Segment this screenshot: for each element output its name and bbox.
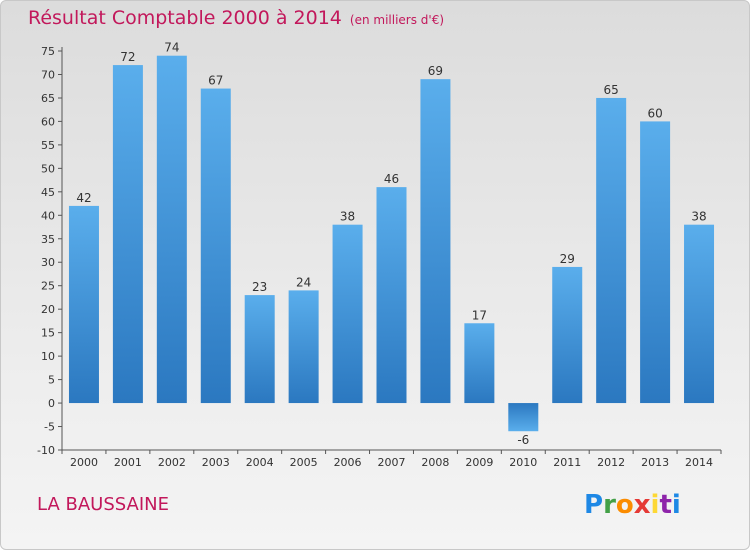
y-tick-label: 15 [41,327,55,340]
x-tick-label: 2007 [378,456,406,469]
y-tick-label: 35 [41,233,55,246]
bars [68,55,715,432]
y-tick-label: 55 [41,139,55,152]
bar-2007 [376,187,407,404]
bar-2010 [508,403,539,432]
y-tick-label: 75 [41,45,55,58]
logo-letter: o [615,490,634,520]
proxiti-logo[interactable]: Proxiti [584,490,681,520]
commune-name: LA BAUSSAINE [37,494,169,515]
x-tick-label: 2013 [641,456,669,469]
y-tick-label: 65 [41,92,55,105]
bar-2004 [244,295,275,404]
data-label: 67 [208,74,223,88]
y-tick-label: 10 [41,350,55,363]
bar-2011 [552,266,583,404]
data-label: 74 [164,41,179,55]
data-label: 46 [384,172,399,186]
data-label: 38 [340,210,355,224]
data-label: 38 [691,210,706,224]
bar-2003 [200,88,231,404]
x-tick-label: 2001 [114,456,142,469]
bar-2008 [420,79,451,404]
x-tick-label: 2008 [421,456,449,469]
y-tick-label: 70 [41,68,55,81]
data-label: 69 [428,64,443,78]
bar-2005 [288,290,319,404]
data-label: 29 [560,252,575,266]
bar-2009 [464,323,495,404]
data-label: 23 [252,280,267,294]
y-tick-label: 40 [41,209,55,222]
y-tick-label: 0 [48,397,55,410]
bar-2014 [684,224,715,404]
logo-letter: t [659,490,672,520]
bar-2002 [156,55,187,404]
chart-subtitle: (en milliers d'€) [349,13,445,27]
logo-letter: i [650,490,660,520]
bar-2013 [640,121,671,404]
x-tick-label: 2006 [334,456,362,469]
data-label: 42 [76,191,91,205]
bar-2006 [332,224,363,404]
x-tick-label: 2012 [597,456,625,469]
x-tick-label: 2009 [465,456,493,469]
y-tick-label: 20 [41,303,55,316]
bar-2012 [596,97,627,404]
x-tick-label: 2003 [202,456,230,469]
data-label: 72 [120,50,135,64]
data-label: -6 [517,433,529,447]
y-tick-label: 60 [41,115,55,128]
x-tick-label: 2014 [685,456,713,469]
x-tick-label: 2011 [553,456,581,469]
y-tick-label: 25 [41,280,55,293]
bar-2000 [68,205,99,404]
logo-letter: x [633,490,651,520]
y-tick-label: 50 [41,162,55,175]
y-tick-label: 45 [41,186,55,199]
data-label: 65 [604,83,619,97]
logo-letter: P [584,490,604,520]
x-tick-label: 2010 [509,456,537,469]
x-tick-label: 2000 [70,456,98,469]
x-tick-label: 2002 [158,456,186,469]
data-labels: 42 72 74 67 23 24 38 46 69 17 -6 29 65 60 38 [76,41,706,448]
chart-title-text: Résultat Comptable 2000 à 2014 [28,7,342,29]
data-label: 60 [647,106,662,120]
axes: -10 -5 0 5 10 15 20 25 30 35 40 45 50 55 60 65 70 75 2000 2… [37,45,722,469]
chart-title: Résultat Comptable 2000 à 2014 (en millie… [28,7,444,29]
logo-letter: i [671,490,681,520]
bar-2001 [112,65,143,404]
y-tick-label: -5 [44,421,55,434]
y-tick-label: 30 [41,256,55,269]
logo-letter: r [603,490,616,520]
x-tick-label: 2005 [290,456,318,469]
y-tick-label: 5 [48,374,55,387]
x-tick-label: 2004 [246,456,274,469]
y-tick-label: -10 [37,444,55,457]
data-label: 17 [472,308,487,322]
data-label: 24 [296,275,311,289]
